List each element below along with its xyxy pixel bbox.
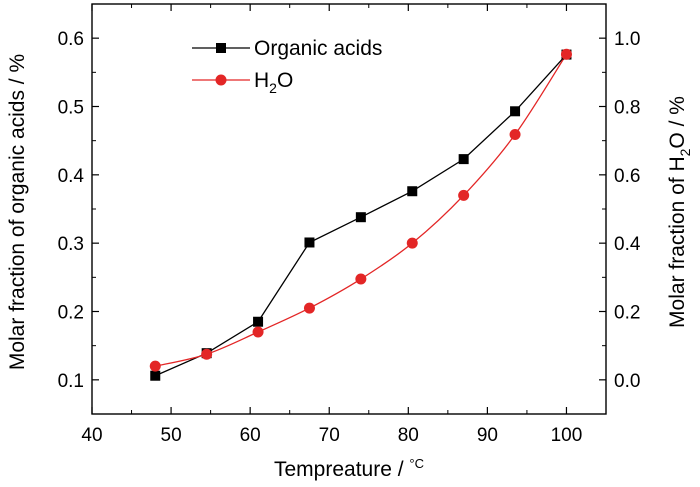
legend: Organic acids H2O — [192, 37, 382, 96]
y-left-tick-label: 0.1 — [58, 371, 84, 392]
y-left-tick-label: 0.4 — [58, 166, 85, 187]
data-point-h2o — [509, 129, 521, 141]
x-tick-label: 100 — [551, 425, 583, 446]
x-tick-label: 50 — [161, 425, 182, 446]
data-point-h2o — [406, 237, 418, 249]
data-point-organic-acids — [304, 237, 315, 248]
legend-label-h2o: H2O — [254, 69, 293, 96]
data-point-h2o — [303, 302, 315, 314]
data-point-organic-acids — [355, 212, 366, 223]
data-point-h2o — [252, 326, 264, 338]
data-point-organic-acids — [150, 370, 161, 381]
legend-marker-organic-acids — [216, 43, 226, 53]
x-tick-label: 40 — [81, 425, 102, 446]
y-axis-left-title: Molar fraction of organic acids / % — [6, 54, 29, 370]
legend-label-organic-acids: Organic acids — [254, 37, 382, 60]
y-right-tick-label: 0.6 — [614, 166, 640, 187]
axis-ticks: 40 50 60 70 80 90 100 0.1 0.2 0.3 0.4 0.5 0.6 0.0 0.2 0… — [58, 3, 641, 446]
y-left-tick-label: 0.5 — [58, 98, 84, 119]
data-point-organic-acids — [253, 316, 264, 327]
y-left-tick-label: 0.6 — [58, 29, 84, 50]
data-point-organic-acids — [407, 186, 418, 197]
data-point-organic-acids — [458, 154, 469, 165]
x-tick-label: 60 — [240, 425, 261, 446]
legend-marker-h2o — [215, 74, 227, 86]
y-axis-right-title: Molar fraction of H2O / % — [666, 96, 693, 328]
plot-frame — [91, 3, 607, 415]
x-axis-title: Tempreature / °C — [274, 456, 424, 481]
series-line-h2o — [155, 53, 568, 367]
data-point-h2o — [149, 360, 161, 372]
x-tick-label: 70 — [319, 425, 340, 446]
data-point-h2o — [458, 189, 470, 201]
y-left-tick-label: 0.3 — [58, 234, 84, 255]
x-tick-label: 90 — [477, 425, 498, 446]
y-right-tick-label: 0.2 — [614, 303, 640, 324]
y-left-tick-label: 0.2 — [58, 303, 84, 324]
data-point-organic-acids — [510, 106, 521, 117]
y-right-tick-label: 1.0 — [614, 29, 640, 50]
y-right-tick-label: 0.0 — [614, 371, 640, 392]
series-markers — [149, 48, 572, 381]
x-tick-label: 80 — [398, 425, 419, 446]
data-point-h2o — [201, 348, 213, 360]
data-point-h2o — [355, 273, 367, 285]
data-point-h2o — [560, 48, 572, 60]
y-right-tick-label: 0.8 — [614, 98, 640, 119]
y-right-tick-label: 0.4 — [614, 234, 641, 255]
